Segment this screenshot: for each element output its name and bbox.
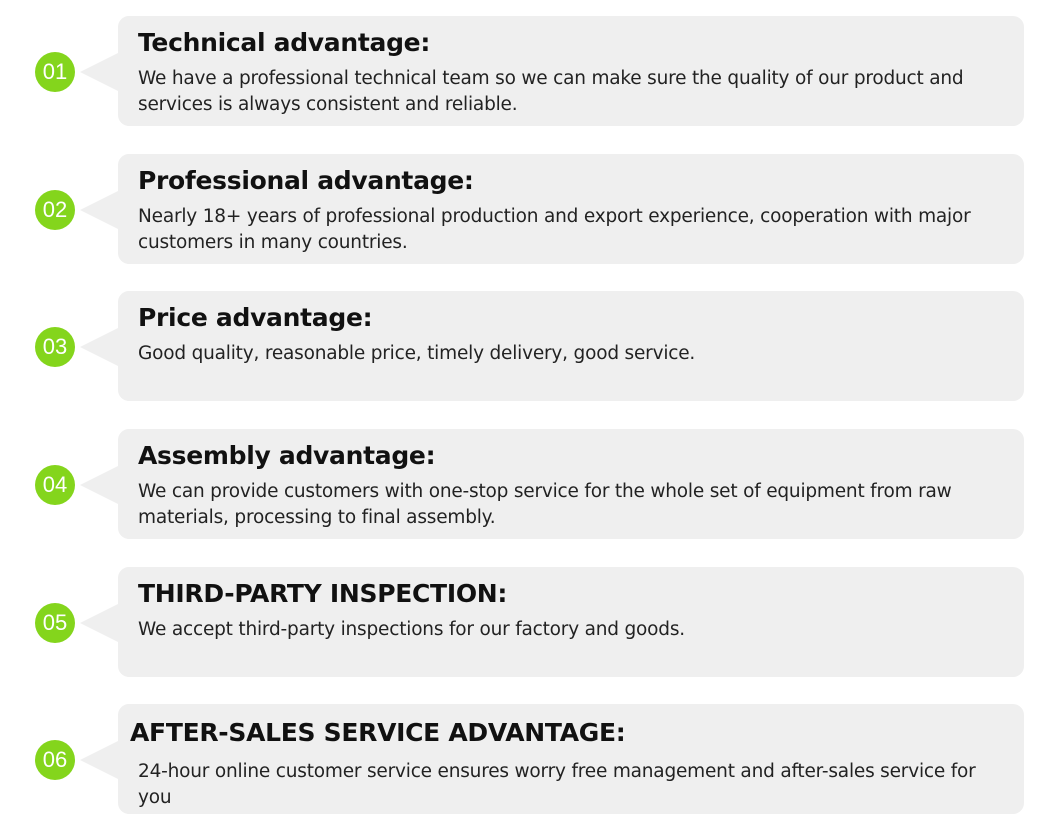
pointer-arrow <box>80 190 120 230</box>
pointer-arrow <box>80 603 120 643</box>
advantage-title: Technical advantage: <box>138 28 431 57</box>
advantage-description: We accept third-party inspections for ou… <box>138 619 685 640</box>
number-badge: 03 <box>35 327 75 367</box>
advantage-card: Technical advantage: We have a professio… <box>118 16 1024 126</box>
advantage-item: 03 Price advantage: Good quality, reason… <box>0 291 1060 401</box>
advantage-card: Price advantage: Good quality, reasonabl… <box>118 291 1024 401</box>
advantage-item: 01 Technical advantage: We have a profes… <box>0 16 1060 126</box>
advantage-item: 02 Professional advantage: Nearly 18+ ye… <box>0 154 1060 264</box>
advantage-title: Professional advantage: <box>138 166 474 195</box>
advantage-item: 04 Assembly advantage: We can provide cu… <box>0 429 1060 539</box>
advantage-description: Good quality, reasonable price, timely d… <box>138 343 696 364</box>
number-badge: 04 <box>35 465 75 505</box>
number-badge: 02 <box>35 190 75 230</box>
advantage-card: Assembly advantage: We can provide custo… <box>118 429 1024 539</box>
advantage-item: 06 AFTER-SALES SERVICE ADVANTAGE: 24-hou… <box>0 704 1060 814</box>
advantage-card: AFTER-SALES SERVICE ADVANTAGE: 24-hour o… <box>118 704 1024 814</box>
pointer-arrow <box>80 52 120 92</box>
advantage-description: We have a professional technical team so… <box>138 68 964 115</box>
advantage-title: Assembly advantage: <box>138 441 436 470</box>
pointer-arrow <box>80 740 120 780</box>
advantage-description: We can provide customers with one-stop s… <box>138 481 952 528</box>
number-badge: 01 <box>35 52 75 92</box>
number-badge: 06 <box>35 740 75 780</box>
advantage-title: THIRD-PARTY INSPECTION: <box>138 579 508 608</box>
pointer-arrow <box>80 465 120 505</box>
advantage-description: 24-hour online customer service ensures … <box>138 761 976 808</box>
advantage-item: 05 THIRD-PARTY INSPECTION: We accept thi… <box>0 567 1060 677</box>
advantage-description: Nearly 18+ years of professional product… <box>138 206 971 253</box>
advantage-card: THIRD-PARTY INSPECTION: We accept third-… <box>118 567 1024 677</box>
advantage-card: Professional advantage: Nearly 18+ years… <box>118 154 1024 264</box>
pointer-arrow <box>80 327 120 367</box>
advantage-title: AFTER-SALES SERVICE ADVANTAGE: <box>130 718 626 747</box>
advantage-title: Price advantage: <box>138 303 373 332</box>
number-badge: 05 <box>35 603 75 643</box>
